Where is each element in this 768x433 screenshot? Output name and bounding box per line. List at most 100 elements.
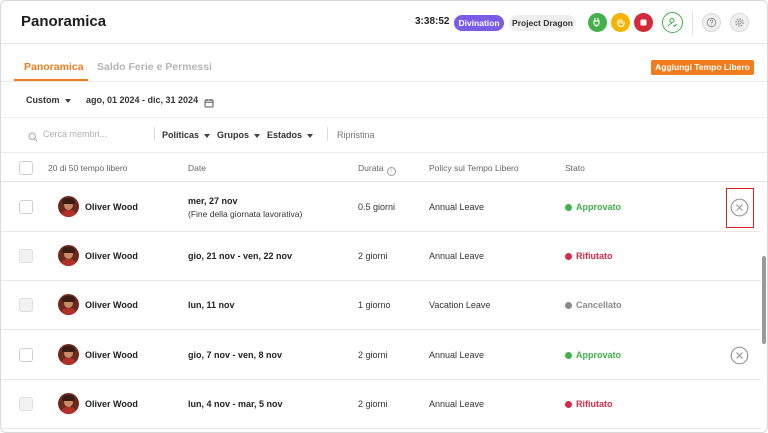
vertical-scrollbar[interactable] [762,256,766,344]
time-off-date: mer, 27 nov [188,196,238,206]
row-checkbox[interactable] [19,348,33,362]
status-dot [565,252,572,260]
duration-value: 1 giorno [358,300,391,310]
result-count: 20 di 50 tempo libero [48,163,128,173]
status-label: Approvato [576,350,621,360]
filter-separator [154,127,155,141]
column-header-policy[interactable]: Policy sul Tempo Libero [429,163,519,173]
table-header: 20 di 50 tempo libero Date Durata i Polic… [1,152,767,182]
status-badge: Rifiutato [565,251,613,261]
add-time-off-button[interactable]: Aggiungi Tempo Libero [651,60,754,75]
row-checkbox[interactable] [19,200,33,214]
range-preset-label: Custom [26,95,60,105]
range-preset-dropdown[interactable]: Custom [26,95,71,105]
select-all-checkbox[interactable] [19,161,33,175]
plug-icon[interactable] [588,13,607,32]
status-badge: Cancellato [565,300,622,310]
header-divider [692,11,693,35]
grupos-filter-label: Grupos [217,130,250,140]
member-name[interactable]: Oliver Wood [85,251,138,261]
policy-value: Annual Leave [429,350,485,360]
estados-filter-label: Estados [267,130,303,140]
avatar [58,393,79,414]
table-row[interactable]: Oliver Wood lun, 11 nov 1 giorno Vacatio… [1,281,761,330]
policy-value: Annual Leave [429,202,485,212]
chevron-down-icon [204,133,211,138]
member-name[interactable]: Oliver Wood [85,202,138,212]
time-off-date: lun, 11 nov [188,300,235,310]
estados-filter[interactable]: Estados [267,130,314,140]
grupos-filter[interactable]: Grupos [217,130,261,140]
duration-value: 2 giorni [358,251,388,261]
tab-panoramica[interactable]: Panoramica [24,61,84,73]
filter-separator [327,127,328,141]
row-checkbox[interactable] [19,397,33,411]
status-badge: Rifiutato [565,399,613,409]
status-dot [565,400,572,408]
politicas-filter-label: Políticas [162,130,200,140]
duration-value: 0.5 giorni [358,202,396,212]
duration-value: 2 giorni [358,399,388,409]
status-badge: Approvato [565,202,621,212]
policy-value: Annual Leave [429,399,485,409]
calendar-icon[interactable] [204,95,214,113]
status-label: Rifiutato [576,399,613,409]
date-range-label[interactable]: ago, 01 2024 - dic, 31 2024 [86,95,199,105]
row-checkbox[interactable] [19,298,33,312]
status-dot [565,351,572,359]
settings-icon[interactable] [730,13,749,32]
top-bar: Panoramica 3:38:52 Divination Project Dr… [1,1,767,44]
table-row[interactable]: Oliver Wood mer, 27 nov (Fine della gior… [1,183,761,232]
avatar [58,344,79,365]
member-name[interactable]: Oliver Wood [85,350,138,360]
table-row[interactable]: Oliver Wood lun, 4 nov - mar, 5 nov 2 gi… [1,380,761,429]
status-dot [565,203,572,211]
help-icon[interactable] [702,13,721,32]
chevron-down-icon [254,133,261,138]
reset-filters-button[interactable]: Ripristina [337,130,375,140]
tab-saldo-ferie[interactable]: Saldo Ferie e Permessi [97,61,212,73]
chevron-down-icon [64,98,71,103]
time-off-date: lun, 4 nov - mar, 5 nov [188,399,283,409]
time-off-date: gio, 7 nov - ven, 8 nov [188,350,283,360]
politicas-filter[interactable]: Políticas [162,130,211,140]
column-header-date[interactable]: Date [188,163,206,173]
tabs-divider [1,81,767,82]
chevron-down-icon [307,133,314,138]
column-header-duration[interactable]: Durata i [358,163,396,176]
page-title: Panoramica [21,13,107,30]
filters-divider [1,117,767,118]
hand-icon[interactable] [611,13,630,32]
avatar [58,294,79,315]
duration-value: 2 giorni [358,350,388,360]
column-header-duration-label: Durata [358,163,384,173]
active-tab-indicator [14,79,88,81]
member-name[interactable]: Oliver Wood [85,399,138,409]
policy-value: Annual Leave [429,251,485,261]
column-header-status[interactable]: Stato [565,163,585,173]
user-status-icon[interactable] [662,12,683,33]
workspace-badge[interactable]: Divination [454,15,504,31]
member-name[interactable]: Oliver Wood [85,300,138,310]
search-icon [28,129,38,147]
status-label: Rifiutato [576,251,613,261]
stop-icon[interactable] [634,13,653,32]
cancel-request-button[interactable] [730,346,749,365]
status-dot [565,301,572,309]
row-checkbox[interactable] [19,249,33,263]
time-off-date-note: (Fine della giornata lavorativa) [188,209,303,219]
info-icon[interactable]: i [386,167,396,176]
highlight-box [726,188,754,228]
table-row[interactable]: Oliver Wood gio, 21 nov - ven, 22 nov 2 … [1,232,761,281]
status-label: Cancellato [576,300,622,310]
project-badge[interactable]: Project Dragon [509,15,576,31]
status-badge: Approvato [565,350,621,360]
status-label: Approvato [576,202,621,212]
search-members-input[interactable] [43,127,143,141]
time-off-date: gio, 21 nov - ven, 22 nov [188,251,293,261]
avatar [58,196,79,217]
cancel-request-button[interactable] [730,198,749,217]
table-row[interactable]: Oliver Wood gio, 7 nov - ven, 8 nov 2 gi… [1,331,761,380]
avatar [58,245,79,266]
